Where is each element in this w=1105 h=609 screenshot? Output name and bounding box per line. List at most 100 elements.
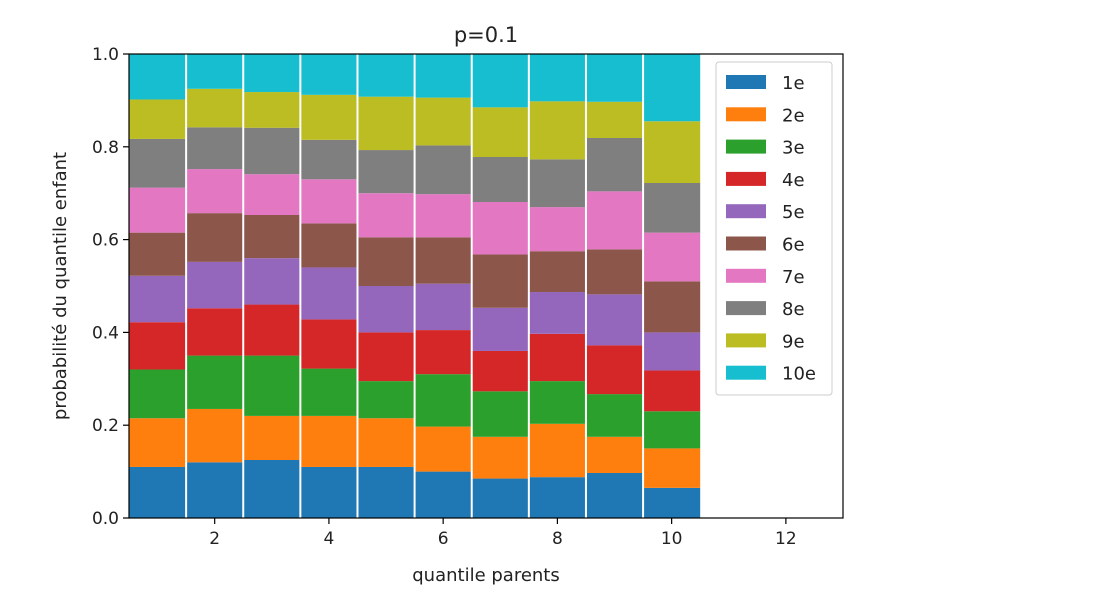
- bar-segment-6e-q2: [186, 213, 244, 262]
- bar-segment-8e-q9: [585, 137, 644, 192]
- bar-segment-9e-q2: [186, 88, 244, 128]
- bar-segment-6e-q3: [243, 215, 301, 259]
- bar-segment-8e-q5: [357, 150, 415, 194]
- bar-segment-6e-q8: [528, 251, 586, 293]
- legend-label-1e: 1e: [782, 73, 805, 94]
- bar-segment-10e-q2: [186, 54, 244, 89]
- bar-segment-4e-q6: [414, 330, 472, 375]
- bar-segment-4e-q1: [129, 322, 187, 370]
- bar-segment-3e-q5: [357, 381, 415, 419]
- legend: 1e 2e 3e 4e 5e 6e 7e 8e 9e 10e: [715, 61, 833, 396]
- bar-segment-1e-q2: [186, 462, 244, 518]
- x-axis-label: quantile parents: [412, 565, 560, 586]
- bar-segment-2e-q7: [471, 436, 529, 479]
- bar-segment-8e-q3: [243, 127, 301, 175]
- bar-segment-1e-q9: [585, 472, 644, 518]
- bar-segment-6e-q4: [300, 223, 358, 268]
- bar-segment-3e-q2: [186, 355, 244, 409]
- bar-segment-4e-q9: [585, 345, 644, 395]
- bar-segment-4e-q7: [471, 350, 529, 392]
- bar-segment-10e-q3: [243, 54, 301, 93]
- bar-segment-5e-q3: [243, 258, 301, 305]
- legend-swatch-4e: [726, 171, 766, 186]
- bar-segment-8e-q7: [471, 157, 529, 203]
- bar-segment-7e-q8: [528, 207, 586, 252]
- legend-swatch-7e: [726, 268, 766, 283]
- x-tick-label: 10: [661, 529, 683, 549]
- bar-segment-8e-q8: [528, 159, 586, 208]
- legend-swatch-9e: [726, 333, 766, 348]
- y-tick-label: 0.0: [92, 509, 119, 529]
- bar-segment-2e-q10: [643, 448, 701, 488]
- bar-segment-9e-q8: [528, 101, 586, 160]
- bar-segment-2e-q2: [186, 408, 244, 463]
- bar-segment-9e-q10: [643, 121, 701, 183]
- legend-swatch-2e: [726, 107, 766, 122]
- bar-segment-5e-q10: [643, 332, 701, 371]
- bar-segment-2e-q9: [585, 436, 644, 473]
- bar-segment-6e-q7: [471, 254, 529, 308]
- bar-segment-6e-q6: [414, 237, 472, 284]
- bar-segment-10e-q10: [643, 54, 701, 122]
- bar-segment-6e-q5: [357, 237, 415, 286]
- bar-segment-2e-q3: [243, 415, 301, 460]
- bar-segment-3e-q7: [471, 391, 529, 437]
- legend-swatch-3e: [726, 139, 766, 154]
- bar-segment-9e-q6: [414, 97, 472, 146]
- bar-segment-8e-q2: [186, 127, 244, 170]
- bar-segment-5e-q6: [414, 283, 472, 331]
- bar-segment-1e-q1: [129, 466, 187, 518]
- bar-segment-7e-q6: [414, 194, 472, 238]
- plot-frame: [128, 53, 844, 519]
- bar-segment-8e-q4: [300, 139, 358, 180]
- chart-title: p=0.1: [454, 23, 518, 47]
- legend-swatch-6e: [726, 236, 766, 251]
- legend-swatch-1e: [726, 75, 766, 89]
- bar-segment-8e-q6: [414, 145, 472, 195]
- bar-segment-1e-q3: [243, 460, 301, 518]
- bar-segment-7e-q3: [243, 174, 301, 216]
- bar-segment-3e-q8: [528, 381, 586, 424]
- y-tick-label: 0.6: [92, 231, 119, 251]
- bar-segment-2e-q4: [300, 415, 358, 467]
- bar-segment-10e-q5: [357, 54, 415, 97]
- y-axis-label: probabilité du quantile enfant: [50, 152, 71, 420]
- bar-segment-7e-q9: [585, 191, 644, 250]
- bar-segment-3e-q10: [643, 411, 701, 449]
- legend-label-8e: 8e: [782, 299, 805, 320]
- bar-segment-9e-q7: [471, 107, 529, 158]
- bar-segment-10e-q1: [129, 54, 187, 100]
- bar-segment-1e-q4: [300, 466, 358, 518]
- bar-segment-5e-q1: [129, 275, 187, 323]
- bar-segment-5e-q2: [186, 261, 244, 309]
- axes-layer: 0.0 0.2 0.4 0.6 0.8 1.0 2 4 6 8 10 12: [92, 45, 844, 549]
- bar-segment-7e-q10: [643, 232, 701, 282]
- bar-segment-9e-q4: [300, 94, 358, 140]
- legend-swatch-8e: [726, 301, 766, 316]
- bar-segment-6e-q9: [585, 249, 644, 295]
- bar-segment-2e-q5: [357, 418, 415, 467]
- legend-swatch-10e: [726, 365, 766, 380]
- bar-segment-4e-q8: [528, 333, 586, 382]
- legend-label-5e: 5e: [782, 202, 805, 223]
- x-tick-label: 2: [209, 529, 220, 549]
- bar-segment-10e-q4: [300, 54, 358, 95]
- bar-segment-9e-q3: [243, 92, 301, 128]
- bar-segment-4e-q3: [243, 304, 301, 356]
- bars-layer: [129, 54, 701, 518]
- bar-segment-4e-q2: [186, 308, 244, 356]
- bar-segment-4e-q4: [300, 319, 358, 369]
- legend-label-2e: 2e: [782, 105, 805, 126]
- bar-segment-5e-q7: [471, 307, 529, 351]
- bar-segment-5e-q5: [357, 286, 415, 333]
- bar-segment-5e-q9: [585, 294, 644, 346]
- bar-segment-1e-q7: [471, 478, 529, 518]
- bar-segment-7e-q2: [186, 169, 244, 214]
- bar-segment-4e-q5: [357, 332, 415, 382]
- y-tick-label: 1.0: [92, 45, 119, 65]
- bar-segment-3e-q6: [414, 374, 472, 427]
- bar-segment-1e-q10: [643, 487, 701, 518]
- legend-label-4e: 4e: [782, 170, 805, 191]
- legend-label-7e: 7e: [782, 267, 805, 288]
